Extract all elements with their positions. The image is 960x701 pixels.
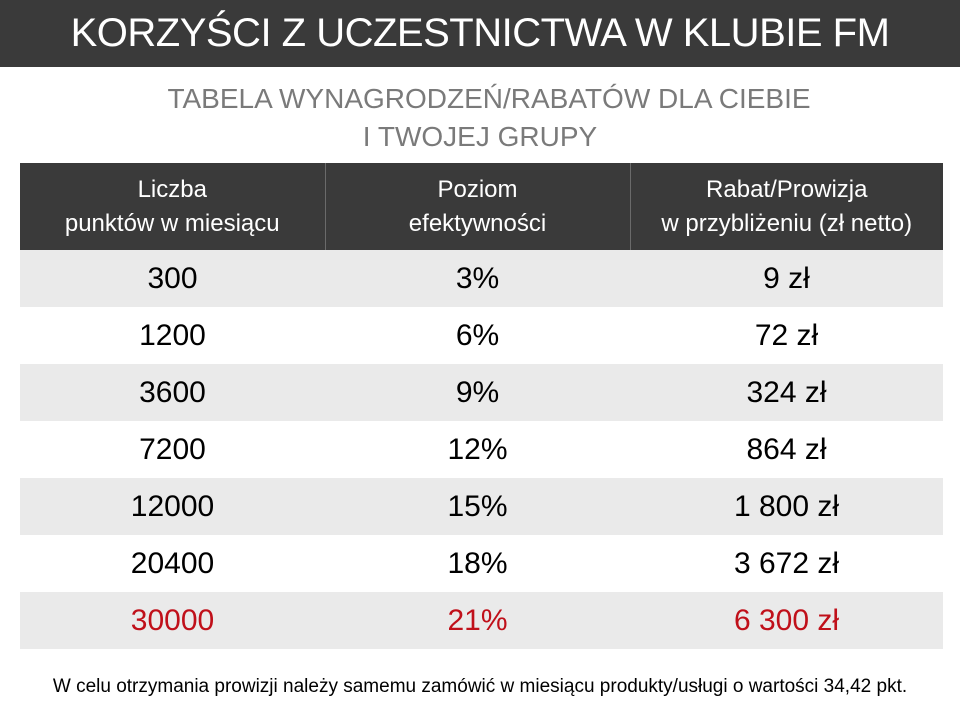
table-row: 1200 6% 72 zł bbox=[20, 307, 943, 364]
cell-level: 6% bbox=[455, 318, 500, 352]
header-reward: Rabat/Prowizja w przybliżeniu (zł netto) bbox=[630, 163, 943, 250]
subtitle-line-2: I TWOJEJ GRUPY bbox=[362, 121, 598, 152]
cell-points: 3600 bbox=[20, 364, 325, 421]
header-level-line-1: Poziom bbox=[437, 175, 518, 203]
header-level: Poziom efektywności bbox=[325, 163, 631, 250]
cell-points: 7200 bbox=[139, 432, 206, 466]
cell-reward: 3 672 zł bbox=[733, 546, 840, 580]
table-row: 300 3% 9 zł bbox=[20, 250, 943, 307]
table-row: 20400 18% 3 672 zł bbox=[20, 535, 943, 592]
cell-points: 300 bbox=[20, 250, 325, 307]
cell-level: 3% bbox=[325, 250, 630, 307]
table-subtitle: TABELA WYNAGRODZEŃ/RABATÓW DLA CIEBIE I … bbox=[0, 80, 960, 156]
header-points-line-1: Liczba bbox=[137, 175, 207, 203]
cell-points: 30000 bbox=[20, 592, 325, 649]
cell-points: 12000 bbox=[20, 478, 325, 535]
table-row: 7200 12% 864 zł bbox=[20, 421, 943, 478]
header-points: Liczba punktów w miesiącu bbox=[20, 163, 326, 250]
cell-level: 18% bbox=[447, 546, 508, 580]
subtitle-line-1: TABELA WYNAGRODZEŃ/RABATÓW DLA CIEBIE bbox=[167, 83, 811, 114]
table-header-row: Liczba punktów w miesiącu Poziom efektyw… bbox=[20, 163, 943, 250]
footnote: W celu otrzymania prowizji należy samemu… bbox=[52, 676, 908, 697]
cell-reward: 6 300 zł bbox=[630, 592, 943, 649]
cell-points: 1200 bbox=[139, 318, 206, 352]
cell-reward: 324 zł bbox=[630, 364, 943, 421]
cell-level: 15% bbox=[325, 478, 630, 535]
cell-points: 20400 bbox=[130, 546, 215, 580]
cell-level: 12% bbox=[447, 432, 508, 466]
cell-reward: 72 zł bbox=[754, 318, 819, 352]
header-reward-line-2: w przybliżeniu (zł netto) bbox=[661, 209, 913, 237]
cell-reward: 9 zł bbox=[630, 250, 943, 307]
cell-reward: 1 800 zł bbox=[630, 478, 943, 535]
header-level-line-2: efektywności bbox=[408, 209, 547, 237]
cell-level: 21% bbox=[325, 592, 630, 649]
table-row: 3600 9% 324 zł bbox=[20, 364, 943, 421]
cell-reward: 864 zł bbox=[746, 432, 827, 466]
header-reward-line-1: Rabat/Prowizja bbox=[706, 175, 868, 203]
table-row-highlighted: 30000 21% 6 300 zł bbox=[20, 592, 943, 649]
rewards-table: Liczba punktów w miesiącu Poziom efektyw… bbox=[20, 163, 943, 649]
header-points-line-2: punktów w miesiącu bbox=[64, 209, 280, 237]
cell-level: 9% bbox=[325, 364, 630, 421]
table-row: 12000 15% 1 800 zł bbox=[20, 478, 943, 535]
page-title: KORZYŚCI Z UCZESTNICTWA W KLUBIE FM bbox=[0, 0, 960, 67]
